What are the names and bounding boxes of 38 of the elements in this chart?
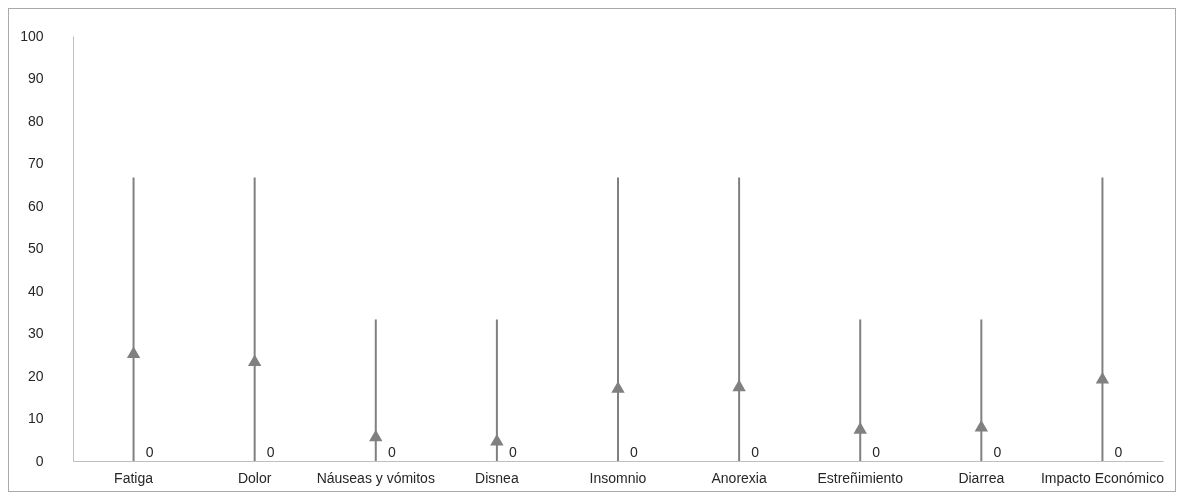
x-tick-label: Estreñimiento (817, 469, 904, 486)
y-tick-label: 80 (27, 112, 44, 129)
point (1095, 371, 1110, 384)
point (732, 379, 746, 392)
point (490, 433, 504, 446)
annotation: 0 (508, 444, 517, 460)
y-tick-label: 30 (27, 325, 44, 341)
y-tick-label: 40 (27, 282, 44, 299)
x-tick-label: Insomnio (589, 469, 647, 486)
y-tick-label: 100 (20, 27, 44, 44)
y-tick-label: 50 (27, 240, 44, 256)
x-tick-label: Dolor (237, 469, 272, 486)
x-tick-label: Anorexia (711, 469, 767, 486)
point (611, 381, 625, 393)
x-tick-label: Disnea (475, 469, 519, 486)
x-tick-label: Diarrea (958, 469, 1005, 486)
y-tick-label: 70 (27, 155, 44, 171)
annotation: 0 (872, 444, 881, 460)
y-tick-label: 60 (27, 197, 44, 214)
point (974, 419, 989, 432)
x-tick-label: Náuseas y vómitos (316, 469, 435, 486)
annotation: 0 (751, 444, 760, 460)
point (853, 422, 867, 434)
y-tick-label: 0 (35, 452, 44, 469)
annotation: 0 (145, 444, 154, 460)
point (126, 346, 141, 359)
y-tick-label: 20 (27, 367, 44, 384)
annotation: 0 (1114, 444, 1123, 460)
x-tick-label: Fatiga (114, 469, 154, 486)
annotation: 0 (266, 444, 275, 460)
y-tick-label: 90 (27, 70, 44, 86)
point (247, 354, 262, 367)
y-tick-label: 10 (27, 410, 44, 426)
annotation: 0 (993, 444, 1002, 460)
annotation: 0 (630, 444, 639, 460)
x-tick-label: Impacto Económico (1040, 469, 1165, 486)
annotation: 0 (387, 444, 396, 460)
point (369, 429, 383, 442)
